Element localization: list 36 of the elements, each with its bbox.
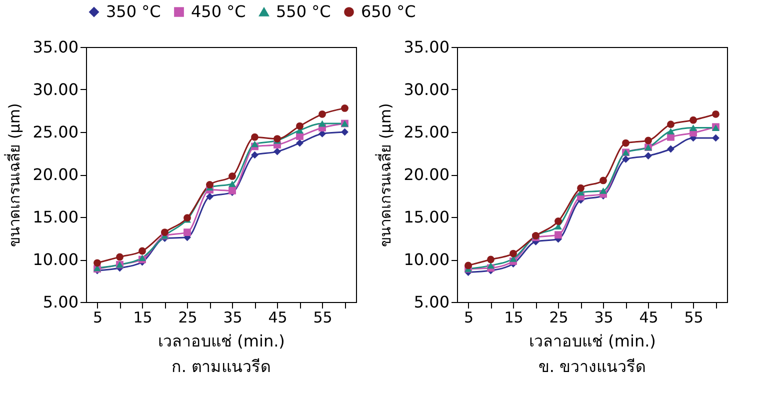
x-tick-label: 45 [268,308,288,326]
y-tick-label: 35.00 [404,38,450,56]
x-tick-label: 55 [684,308,704,326]
y-tick-label: 5.00 [414,292,450,312]
y-tick-label: 25.00 [404,122,450,142]
x-axis-title: เวลาอบแช่ (min.) [529,332,656,350]
x-tick-label: 35 [594,308,614,326]
y-tick-label: 20.00 [32,165,78,184]
legend-label: 550 °C [276,2,331,21]
x-tick-label: 5 [92,308,103,326]
y-tick-label: 20.00 [404,165,450,184]
x-tick-label: 15 [133,308,152,326]
x-tick-label: 5 [464,308,474,326]
y-tick-label: 5.00 [42,292,78,312]
x-tick-label: 25 [549,308,568,326]
text: ข. ขวางแนวรีด [538,357,646,376]
text: ก. ตามแนวรีด [171,357,271,376]
y-axis-title: ขนาดเกรนเฉลี่ย (μm) [4,103,24,247]
y-tick-label: 35.00 [32,38,78,56]
legend-label: 650 °C [361,2,416,21]
y-tick-label: 10.00 [32,250,78,269]
x-tick-label: 15 [504,308,524,326]
y-tick-label: 15.00 [404,208,450,226]
y-tick-label: 25.00 [32,122,78,142]
x-axis-title: เวลาอบแช่ (min.) [158,332,285,350]
legend-label: 350 °C [106,2,161,21]
y-tick-label: 15.00 [32,208,78,226]
x-tick-label: 45 [639,308,658,326]
x-tick-label: 55 [313,308,332,326]
y-tick-label: 10.00 [404,250,450,269]
y-tick-label: 30.00 [404,80,450,99]
legend-label: 450 °C [191,2,246,21]
y-tick-label: 30.00 [32,80,78,99]
x-tick-label: 35 [223,308,242,326]
y-axis-title: ขนาดเกรนเฉลี่ย (μm) [374,103,395,247]
x-tick-label: 25 [178,308,198,326]
